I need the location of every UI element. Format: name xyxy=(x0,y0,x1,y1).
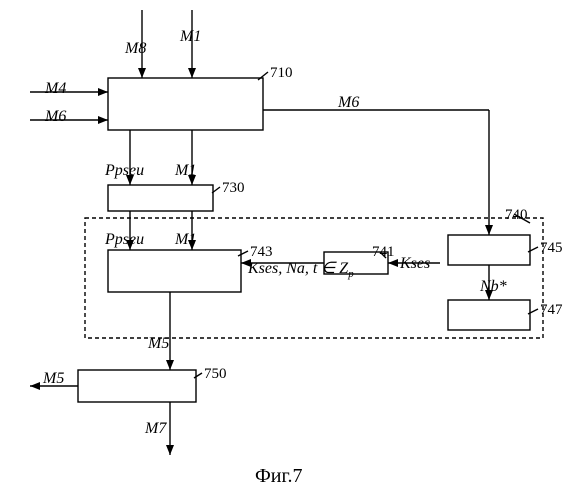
lbl-m5-out: M5 xyxy=(43,370,64,388)
lbl-kses-full: Kses, Na, t ∈ Zp xyxy=(248,258,354,280)
lbl-m1-mid: M1 xyxy=(175,162,196,180)
lbl-kses-in: Kses xyxy=(400,255,430,273)
ref-740: 740 xyxy=(505,207,528,224)
ref-750: 750 xyxy=(204,366,227,383)
lbl-ppseu-1: Ppseu xyxy=(105,162,144,180)
lbl-m7: M7 xyxy=(145,420,166,438)
lbl-ppseu-2: Ppseu xyxy=(105,231,144,249)
ref-743: 743 xyxy=(250,244,273,261)
lbl-m1-top: M1 xyxy=(180,28,201,46)
ref-710: 710 xyxy=(270,65,293,82)
lbl-m6-out: M6 xyxy=(338,94,359,112)
lbl-m4: M4 xyxy=(45,80,66,98)
ref-730: 730 xyxy=(222,180,245,197)
lbl-m8: M8 xyxy=(125,40,146,58)
figure-caption: Фиг.7 xyxy=(255,465,302,488)
ref-741: 741 xyxy=(372,244,395,261)
lbl-m1-low: M1 xyxy=(175,231,196,249)
ref-745: 745 xyxy=(540,240,563,257)
lbl-m5-down: M5 xyxy=(148,335,169,353)
ref-747: 747 xyxy=(540,302,563,319)
lbl-m6-in: M6 xyxy=(45,108,66,126)
lbl-nb: Nb* xyxy=(480,278,507,296)
